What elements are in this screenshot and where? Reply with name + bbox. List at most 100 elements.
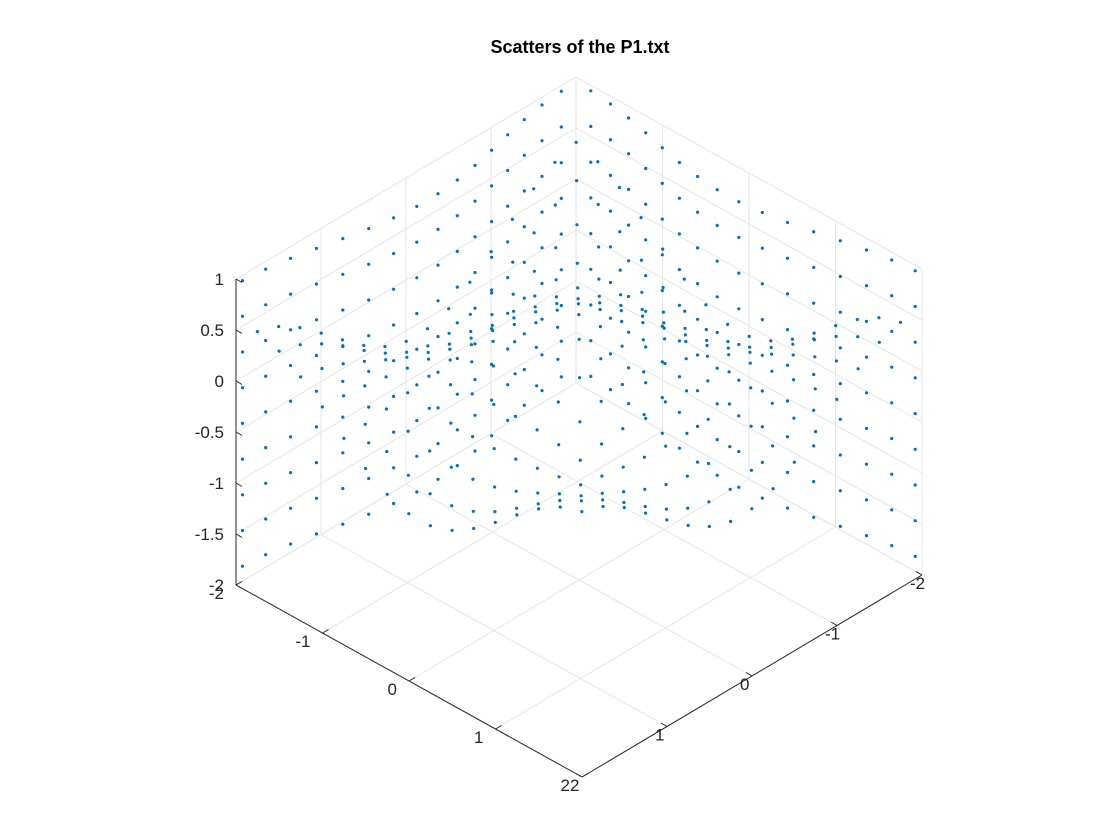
scatter-point	[473, 306, 477, 310]
scatter-point	[556, 357, 560, 361]
scatter-point	[426, 344, 430, 348]
scatter-point	[534, 321, 538, 325]
scatter-point	[663, 337, 667, 341]
scatter-point	[660, 396, 664, 400]
scatter-point	[579, 483, 583, 487]
scatter-point	[392, 359, 396, 363]
scatter-point	[834, 359, 839, 363]
scatter-point	[727, 402, 732, 406]
scatter-point	[640, 307, 644, 312]
scatter-point	[864, 426, 869, 431]
scatter-point	[490, 291, 494, 295]
scatter-point	[540, 174, 544, 178]
scatter-point	[601, 498, 605, 502]
scatter-point	[599, 357, 603, 361]
scatter-point	[449, 465, 453, 469]
scatter-point	[627, 223, 631, 227]
scatter-point	[864, 462, 869, 466]
scatter-point	[685, 474, 689, 478]
scatter-point	[686, 523, 690, 528]
scatter-point	[341, 486, 345, 491]
x-tick-mark	[745, 672, 753, 677]
grid-line	[235, 229, 577, 433]
scatter-point	[812, 331, 816, 335]
scatter-point	[663, 361, 667, 366]
scatter-point	[558, 498, 562, 503]
scatter-point	[769, 345, 773, 350]
scatter-point	[514, 489, 518, 493]
scatter-point	[864, 355, 869, 359]
scatter-point	[367, 405, 371, 409]
scatter-point	[814, 430, 818, 434]
scatter-point	[405, 355, 409, 359]
scatter-point	[383, 351, 387, 355]
scatter-point	[737, 450, 741, 454]
scatter-point	[677, 196, 682, 200]
scatter-point	[621, 465, 625, 469]
scatter-point	[677, 339, 682, 343]
scatter-point	[705, 343, 709, 348]
scatter-point	[289, 292, 293, 296]
scatter-point	[644, 131, 648, 135]
scatter-point	[436, 442, 440, 446]
scatter-point	[660, 288, 664, 293]
scatter-point	[707, 524, 711, 529]
scatter-point	[557, 492, 562, 496]
scatter-point	[677, 303, 682, 307]
scatter-point	[642, 455, 647, 459]
scatter-point	[404, 339, 408, 343]
scatter-point	[644, 274, 648, 278]
x-tick-mark	[575, 773, 583, 778]
scatter-point	[812, 515, 816, 519]
scatter-point	[660, 181, 664, 185]
scatter-point	[506, 276, 510, 280]
scatter-point	[540, 281, 544, 286]
scatter-point	[620, 319, 624, 324]
scatter-point	[559, 196, 563, 200]
scatter-point	[512, 316, 516, 320]
scatter-point	[522, 189, 526, 193]
scatter-point	[540, 317, 544, 321]
scatter-point	[748, 361, 752, 365]
y-tick-mark	[408, 677, 416, 682]
scatter-point	[684, 339, 688, 344]
scatter-point	[575, 223, 579, 227]
scatter-point	[425, 327, 429, 331]
scatter-point	[392, 287, 396, 291]
scatter-point	[660, 360, 664, 364]
scatter-point	[913, 483, 917, 487]
scatter-point	[812, 444, 816, 448]
scatter-point	[597, 245, 601, 249]
scatter-point	[715, 330, 719, 335]
scatter-point	[749, 386, 753, 390]
scatter-point	[341, 451, 345, 455]
x-tick-label: -2	[910, 574, 925, 593]
y-tick-label: -1	[295, 632, 310, 651]
scatter-point	[813, 355, 817, 359]
scatter-point	[620, 344, 624, 348]
scatter-point	[890, 508, 894, 512]
scatter-point	[428, 449, 432, 453]
scatter-point	[785, 399, 790, 403]
scatter-point	[362, 359, 366, 363]
scatter-point	[760, 282, 764, 286]
scatter-point	[342, 436, 346, 440]
scatter-point	[491, 339, 495, 343]
scatter-point	[522, 403, 526, 407]
scatter-point	[540, 103, 544, 107]
grid-line	[322, 430, 663, 634]
scatter-point	[726, 339, 730, 344]
scatter-point	[621, 427, 625, 431]
scatter-point	[707, 461, 711, 466]
scatter-point	[455, 178, 459, 182]
scatter-point	[577, 313, 581, 317]
z-tick-label: -2	[209, 576, 224, 595]
scatter-point	[577, 337, 581, 341]
z-tick-mark	[235, 431, 243, 436]
scatter-point	[890, 401, 894, 405]
scatter-point	[641, 321, 645, 325]
scatter-point	[864, 248, 869, 252]
scatter-point	[314, 461, 319, 465]
scatter-point	[264, 517, 268, 521]
